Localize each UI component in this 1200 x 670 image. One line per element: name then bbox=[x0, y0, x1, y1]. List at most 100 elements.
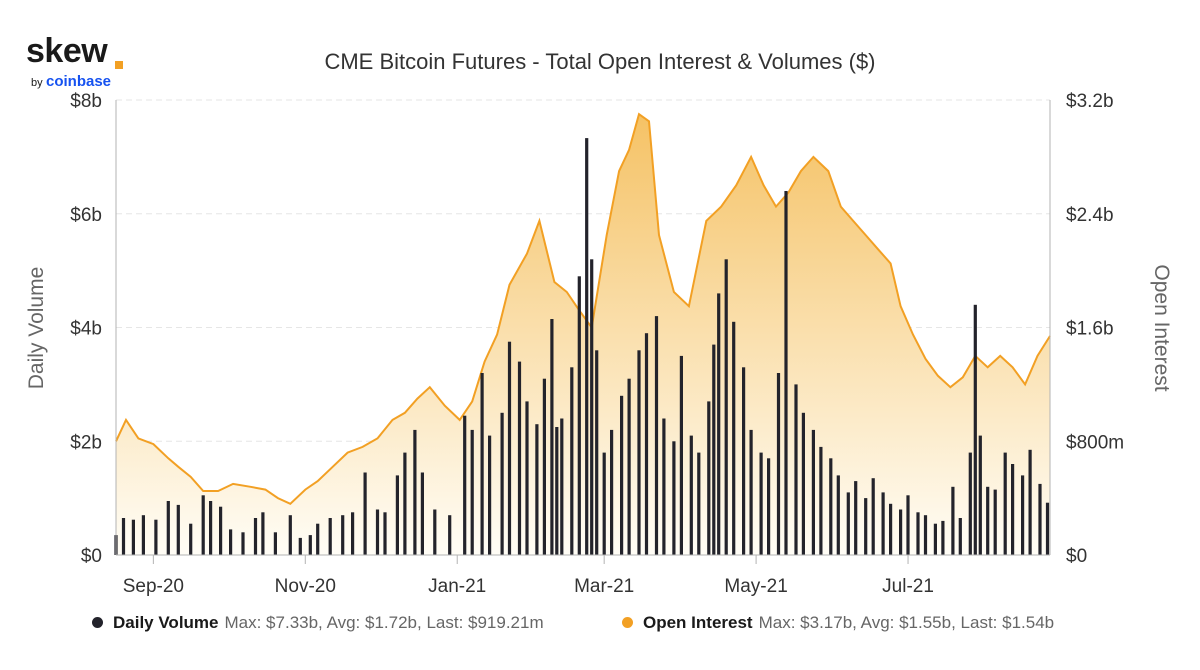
volume-bar bbox=[308, 535, 312, 555]
legend-series-stats: Max: $3.17b, Avg: $1.55b, Last: $1.54b bbox=[758, 613, 1055, 632]
y-right-tick-label: $800m bbox=[1066, 432, 1124, 453]
volume-bar bbox=[420, 472, 424, 555]
volume-bar bbox=[829, 458, 833, 555]
y-right-tick-label: $2.4b bbox=[1066, 205, 1114, 226]
volume-bar bbox=[166, 501, 170, 555]
volume-bar bbox=[794, 384, 798, 555]
volume-bar bbox=[889, 503, 893, 555]
daily-volume-legend-dot bbox=[92, 617, 103, 629]
volume-bar bbox=[712, 344, 716, 555]
legend-item-open-interest[interactable]: Open Interest Max: $3.17b, Avg: $1.55b, L… bbox=[622, 613, 1054, 633]
volume-bar bbox=[1003, 452, 1007, 555]
volume-bar bbox=[986, 486, 990, 556]
volume-bar bbox=[413, 429, 417, 555]
volume-bar bbox=[881, 492, 885, 555]
volume-bar bbox=[941, 520, 945, 555]
volume-bar bbox=[535, 424, 539, 555]
volume-bar bbox=[707, 401, 711, 555]
volume-bar bbox=[854, 481, 858, 555]
volume-bar bbox=[933, 523, 937, 555]
volume-bar bbox=[585, 138, 589, 555]
open-interest-legend-dot bbox=[622, 617, 633, 629]
axes: $0 $2b $4b $6b $8b $0 $800m $1.6b $2.4b $3.2b Dail… bbox=[25, 91, 1173, 597]
volume-bar bbox=[375, 509, 380, 555]
volume-bar bbox=[906, 495, 910, 555]
volume-bar bbox=[253, 518, 258, 555]
volume-bar bbox=[610, 429, 614, 555]
y-right-tick-label: $0 bbox=[1066, 546, 1087, 567]
y-left-tick-label: $2b bbox=[70, 432, 102, 453]
volume-bar bbox=[973, 304, 977, 556]
volume-bar bbox=[724, 259, 728, 556]
volume-bar bbox=[662, 418, 666, 555]
coinbase-logo: coinbase bbox=[46, 73, 112, 90]
volume-bar bbox=[697, 452, 701, 555]
volume-bar bbox=[433, 509, 437, 555]
logo-dot bbox=[115, 61, 123, 69]
volume-bar bbox=[288, 515, 292, 555]
volume-bar bbox=[201, 495, 205, 555]
volume-bar bbox=[500, 412, 504, 555]
volume-bar bbox=[784, 191, 788, 555]
volume-bar bbox=[517, 361, 522, 555]
volume-bar bbox=[560, 418, 564, 555]
volume-bar bbox=[383, 512, 387, 555]
volume-bar bbox=[819, 446, 823, 555]
volume-bar bbox=[801, 412, 805, 555]
volume-bar bbox=[923, 515, 928, 555]
legend-item-daily-volume[interactable]: Daily Volume Max: $7.33b, Avg: $1.72b, La… bbox=[92, 613, 544, 633]
x-tick-label: Mar-21 bbox=[574, 576, 634, 597]
volume-bar bbox=[403, 452, 407, 555]
y-left-tick-label: $8b bbox=[70, 91, 102, 112]
volume-bar bbox=[395, 475, 399, 555]
open-interest-area bbox=[116, 114, 1050, 555]
x-tick-label: Jan-21 bbox=[428, 576, 486, 597]
x-tick-label: Jul-21 bbox=[882, 576, 934, 597]
volume-bar bbox=[1045, 502, 1050, 555]
volume-bar bbox=[732, 321, 736, 555]
volume-bar bbox=[951, 486, 955, 556]
y-left-axis-title: Daily Volume bbox=[25, 267, 48, 390]
volume-bar bbox=[993, 489, 997, 555]
volume-bar bbox=[542, 378, 546, 555]
open-interest-area-layer bbox=[115, 112, 1051, 555]
volume-bar bbox=[131, 519, 135, 555]
volume-bar bbox=[363, 472, 367, 555]
y-left-tick-label: $6b bbox=[70, 205, 102, 226]
volume-bar bbox=[229, 529, 233, 555]
volume-bar bbox=[189, 523, 193, 555]
volume-bar bbox=[463, 415, 467, 555]
volume-bar bbox=[261, 512, 265, 555]
y-right-tick-label: $1.6b bbox=[1066, 319, 1114, 340]
volume-bar bbox=[627, 378, 631, 555]
volume-bar bbox=[141, 515, 145, 555]
volume-bar bbox=[316, 523, 320, 555]
volume-bar bbox=[968, 452, 972, 555]
volume-bar bbox=[654, 316, 659, 555]
volume-bar bbox=[507, 341, 512, 555]
volume-bar bbox=[577, 276, 581, 555]
volume-bar bbox=[1021, 475, 1025, 555]
volume-bar bbox=[1038, 483, 1042, 555]
volume-bar bbox=[570, 367, 574, 555]
volume-bar bbox=[689, 435, 693, 555]
volume-bar bbox=[328, 518, 332, 555]
volume-bar bbox=[644, 333, 649, 555]
volume-bar bbox=[154, 519, 158, 555]
volume-bar bbox=[298, 537, 302, 555]
grid-lines bbox=[116, 99, 1050, 442]
volume-bar bbox=[595, 350, 599, 556]
skew-logo: skew bbox=[26, 32, 108, 70]
volume-bar bbox=[811, 429, 815, 555]
volume-bar bbox=[1011, 464, 1015, 555]
volume-bar bbox=[448, 515, 452, 555]
x-tick-label: Nov-20 bbox=[275, 576, 336, 597]
volume-bar bbox=[480, 373, 484, 555]
legend-series-name: Daily Volume bbox=[113, 613, 219, 632]
chart-title: CME Bitcoin Futures - Total Open Interes… bbox=[324, 49, 876, 74]
volume-bar bbox=[759, 452, 763, 555]
y-left-tick-label: $0 bbox=[81, 546, 102, 567]
volume-bar bbox=[717, 293, 721, 555]
